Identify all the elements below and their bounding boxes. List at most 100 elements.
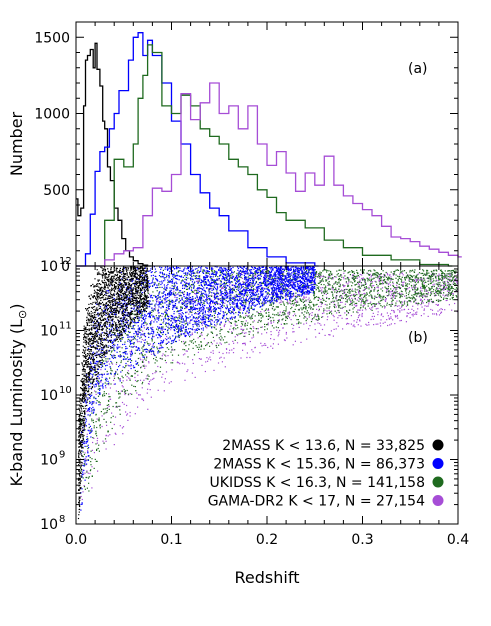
scatter-point (314, 296, 316, 299)
scatter-point (186, 294, 188, 296)
scatter-point (317, 313, 319, 315)
scatter-point (403, 308, 406, 310)
scatter-point (281, 295, 283, 298)
scatter-point (159, 344, 161, 346)
scatter-point (323, 310, 325, 312)
scatter-point (451, 279, 453, 281)
scatter-point (420, 286, 422, 288)
scatter-point (416, 279, 418, 281)
scatter-point (353, 295, 355, 297)
scatter-point (136, 341, 139, 343)
scatter-point (324, 303, 326, 306)
scatter-point (377, 314, 379, 316)
scatter-point (213, 279, 215, 281)
scatter-point (186, 370, 188, 373)
scatter-point (225, 283, 227, 285)
scatter-point (448, 304, 450, 306)
scatter-point (162, 331, 164, 334)
scatter-point (224, 366, 226, 368)
scatter-point (359, 273, 361, 276)
scatter-point (347, 295, 349, 297)
scatter-point (318, 276, 320, 278)
scatter-point (272, 313, 274, 315)
scatter-point (424, 286, 426, 289)
scatter-point (388, 290, 390, 292)
scatter-point (196, 292, 198, 294)
scatter-point (313, 295, 315, 297)
scatter-point (352, 308, 354, 310)
scatter-point (437, 304, 439, 306)
scatter-point (140, 367, 142, 369)
scatter-point (319, 280, 321, 282)
scatter-point (128, 328, 130, 330)
scatter-point (255, 289, 257, 291)
scatter-point (352, 299, 354, 301)
scatter-point (173, 326, 176, 328)
scatter-point (331, 313, 333, 315)
scatter-point (160, 319, 162, 321)
scatter-point (165, 309, 168, 311)
scatter-point (245, 294, 247, 296)
panel-a-y-tick-label: 0 (61, 259, 70, 275)
scatter-point (322, 280, 324, 282)
scatter-point (452, 277, 454, 279)
scatter-point (358, 281, 360, 283)
scatter-point (374, 303, 376, 305)
scatter-point (364, 295, 366, 297)
scatter-point (369, 273, 371, 275)
scatter-point (354, 280, 356, 282)
scatter-point (442, 294, 444, 296)
scatter-point (416, 302, 418, 305)
scatter-point (374, 274, 376, 276)
scatter-point (346, 322, 348, 324)
scatter-point (450, 293, 452, 295)
scatter-point (227, 319, 229, 321)
scatter-point (291, 282, 293, 284)
scatter-point (421, 302, 423, 304)
scatter-point (106, 404, 108, 406)
scatter-point (264, 267, 267, 269)
scatter-point (345, 301, 347, 303)
scatter-point (147, 378, 149, 380)
scatter-point (145, 307, 147, 309)
scatter-point (370, 278, 372, 280)
scatter-point (158, 301, 160, 304)
scatter-point (240, 328, 242, 330)
scatter-point (110, 417, 112, 419)
scatter-point (406, 312, 408, 314)
scatter-point (273, 338, 275, 341)
scatter-point (177, 319, 179, 321)
scatter-point (80, 495, 82, 498)
scatter-point (334, 300, 336, 302)
scatter-point (211, 269, 213, 272)
scatter-point (220, 339, 222, 341)
scatter-point (365, 301, 367, 303)
scatter-point (246, 311, 248, 313)
scatter-point (158, 293, 160, 295)
scatter-point (131, 384, 133, 386)
scatter-point (423, 309, 425, 311)
scatter-point (268, 314, 270, 316)
scatter-point (314, 269, 316, 271)
scatter-point (262, 272, 264, 275)
scatter-point (96, 435, 98, 437)
scatter-point (264, 274, 266, 276)
scatter-point (90, 464, 92, 466)
scatter-point (417, 292, 419, 294)
scatter-point (433, 280, 435, 282)
scatter-point (387, 274, 389, 276)
scatter-point (82, 477, 84, 479)
scatter-point (244, 289, 246, 291)
scatter-point (102, 363, 104, 365)
scatter-point (280, 323, 282, 325)
scatter-point (258, 314, 260, 317)
scatter-point (242, 329, 244, 331)
scatter-point (395, 304, 397, 306)
scatter-point (200, 284, 202, 287)
scatter-point (126, 389, 128, 392)
scatter-point (137, 315, 139, 317)
scatter-point (213, 314, 215, 316)
scatter-point (108, 396, 110, 398)
scatter-point (123, 356, 126, 358)
scatter-point (202, 270, 204, 272)
